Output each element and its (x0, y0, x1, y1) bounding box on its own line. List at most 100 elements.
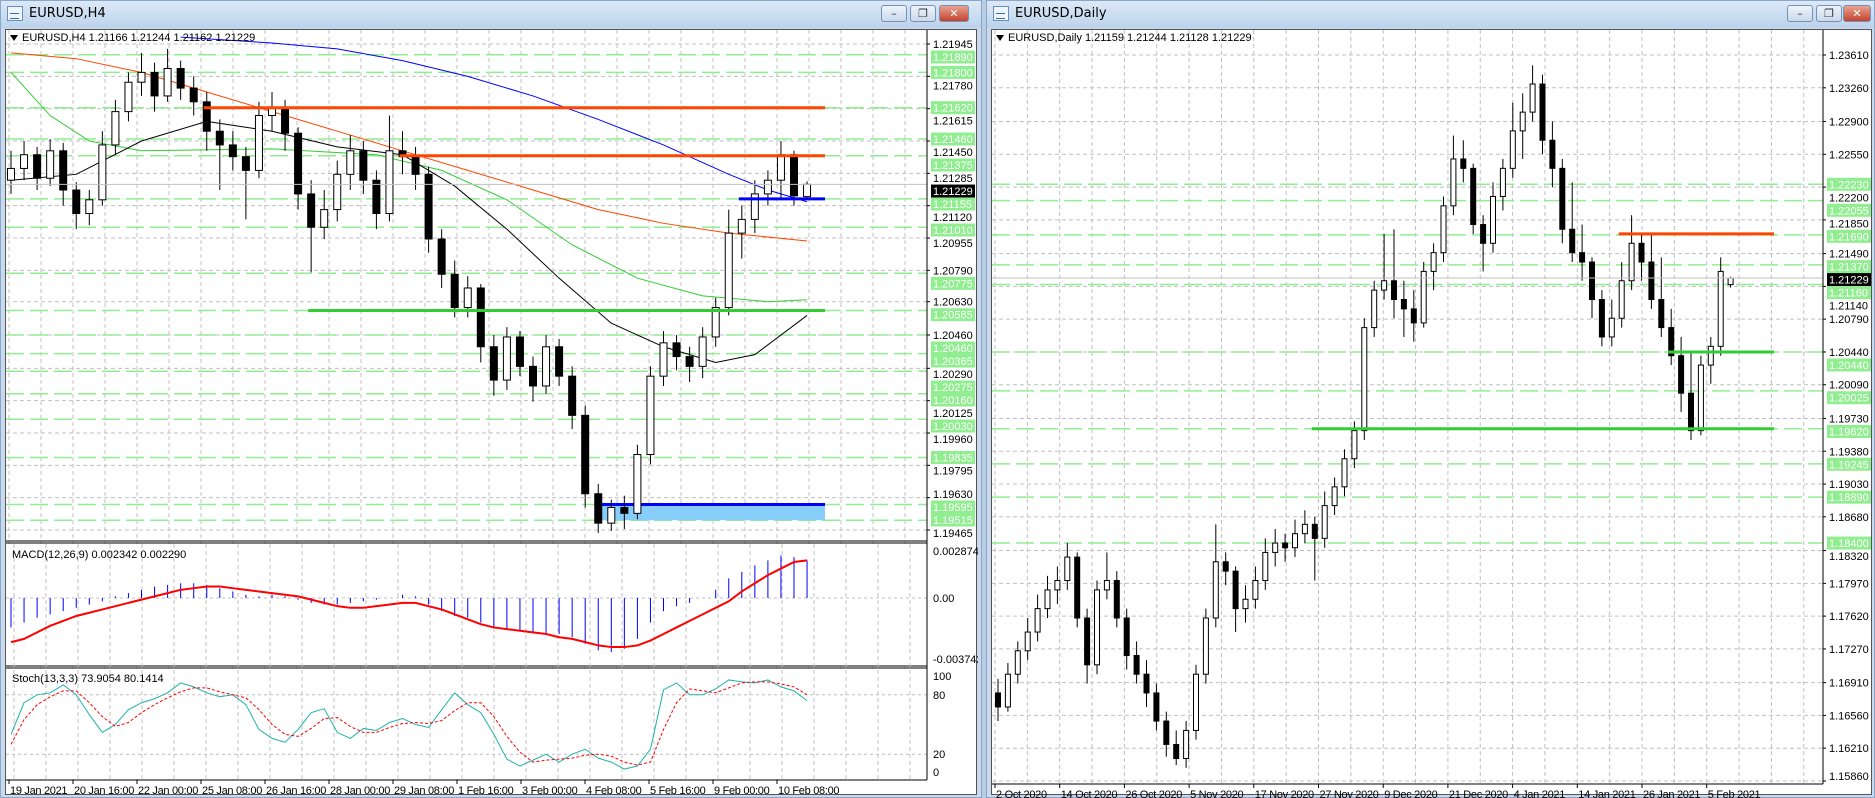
time-axis-label: 3 Feb 00:00 (522, 785, 578, 797)
level-price-label: 1.20025 (1829, 393, 1869, 405)
price-tick-label: 1.15860 (1829, 771, 1869, 783)
bullish-candle (1034, 608, 1041, 633)
bearish-candle (489, 346, 498, 381)
bearish-candle (359, 150, 368, 181)
stoch-axis-label: 20 (933, 749, 945, 761)
bearish-candle (307, 193, 316, 228)
bullish-candle (1608, 317, 1615, 338)
price-tick-label: 1.23610 (1829, 50, 1869, 62)
bullish-candle (737, 218, 746, 234)
bullish-candle (1301, 523, 1308, 535)
bearish-candle (1311, 523, 1318, 539)
bullish-candle (607, 506, 616, 524)
level-price-label-bg (1827, 260, 1871, 274)
restore-button[interactable]: ❐ (910, 5, 936, 22)
price-tick-label: 1.19960 (933, 434, 973, 446)
level-price-label-bg (931, 393, 975, 407)
bullish-candle (1361, 327, 1368, 432)
macd-axis-label: 0.00 (933, 593, 954, 605)
bearish-candle (1460, 158, 1467, 169)
level-price-label-bg (931, 380, 975, 394)
dropdown-triangle-icon[interactable] (996, 35, 1004, 42)
price-tick-label: 1.17620 (1829, 611, 1869, 623)
window-title-bar[interactable]: EURUSD,H4 – ❐ ✕ (1, 1, 981, 28)
bullish-candle (333, 173, 342, 211)
bullish-candle (1529, 83, 1536, 113)
level-price-label-bg (931, 354, 975, 368)
bearish-candle (1222, 561, 1229, 572)
bullish-candle (1272, 542, 1279, 553)
bearish-candle (1143, 673, 1150, 694)
level-price-label: 1.21160 (1829, 288, 1868, 300)
bullish-candle (1420, 270, 1427, 324)
bearish-candle (594, 493, 603, 524)
bearish-candle (59, 150, 68, 191)
bullish-candle (1103, 580, 1110, 591)
level-price-label: 1.21010 (933, 225, 973, 237)
current-price-label-bg (1827, 273, 1871, 287)
close-button[interactable]: ✕ (1843, 5, 1871, 22)
restore-button[interactable]: ❐ (1816, 5, 1842, 22)
chart-symbol-label: EURUSD,H4 1.21166 1.21244 1.21162 1.2122… (10, 32, 255, 44)
bullish-candle (111, 111, 120, 146)
chart-area[interactable]: 1.21945 1.21890 1.21800 1.21780 1.21620 1.216… (5, 29, 978, 798)
window-title-bar[interactable]: EURUSD,Daily – ❐ ✕ (987, 1, 1874, 28)
bullish-candle (1371, 289, 1378, 329)
price-tick-label: 1.17970 (1829, 578, 1869, 590)
bearish-candle (515, 336, 524, 367)
bearish-candle (294, 132, 303, 195)
price-tick-label: 1.20290 (933, 369, 973, 381)
bullish-candle (7, 167, 15, 181)
bullish-candle (1430, 252, 1437, 272)
bullish-candle (320, 209, 329, 228)
level-price-label-bg (931, 513, 975, 527)
time-axis-label: 22 Jan 00:00 (138, 785, 198, 797)
level-price-label-bg (931, 308, 975, 322)
bearish-candle (1084, 617, 1091, 666)
bearish-candle (995, 692, 1001, 708)
time-axis-label: 17 Nov 2020 (1255, 789, 1314, 798)
time-axis-label: 4 Jan 2021 (1514, 789, 1566, 798)
stoch-panel-bg (6, 669, 926, 779)
bullish-candle (1490, 195, 1496, 244)
level-price-label-bg (931, 65, 975, 79)
dropdown-triangle-icon[interactable] (10, 35, 18, 42)
time-axis-label: 21 Dec 2020 (1449, 789, 1508, 798)
bullish-candle (385, 150, 394, 215)
level-price-label-bg (1827, 391, 1871, 405)
level-price-label-bg (1827, 536, 1871, 550)
price-tick-label: 1.21450 (933, 147, 973, 159)
price-tick-label: 1.20955 (933, 238, 973, 250)
bearish-candle (1638, 242, 1645, 263)
time-axis-label: 26 Jan 2021 (1643, 789, 1700, 798)
chart-area[interactable]: 1.23610 1.23260 1.22900 1.22550 1.22230 1.222… (991, 29, 1873, 798)
bullish-candle (1341, 458, 1348, 488)
minimize-button[interactable]: – (881, 5, 907, 22)
macd-axis-label: 0.002874 (933, 546, 978, 558)
level-price-label: 1.22055 (1829, 205, 1869, 217)
close-button[interactable]: ✕ (939, 5, 969, 22)
ohlc-readout: EURUSD,Daily 1.21159 1.21244 1.21128 1.2… (1008, 32, 1252, 44)
level-price-label-bg (931, 276, 975, 290)
price-tick-label: 1.21140 (1829, 301, 1868, 313)
minimize-button[interactable]: – (1787, 5, 1813, 22)
time-axis-label: 5 Feb 16:00 (650, 785, 706, 797)
level-price-label-bg (1827, 177, 1871, 191)
bearish-candle (281, 107, 290, 134)
bullish-candle (1193, 673, 1199, 731)
price-tick-label: 1.18680 (1829, 512, 1869, 524)
chart-window-eurusd-daily: EURUSD,Daily – ❐ ✕ 1.23610 1.23260 1.22900… (986, 0, 1875, 798)
bearish-candle (437, 238, 446, 275)
daily-chart-canvas[interactable]: 1.23610 1.23260 1.22900 1.22550 1.222301.222… (992, 30, 1873, 798)
bearish-candle (620, 506, 629, 514)
bullish-candle (724, 232, 733, 309)
price-tick-label: 1.19795 (933, 465, 973, 477)
price-tick-label: 1.21850 (1829, 218, 1869, 230)
bearish-candle (529, 365, 537, 387)
chart-symbol-label: EURUSD,Daily 1.21159 1.21244 1.21128 1.2… (996, 32, 1252, 44)
bearish-candle (1173, 743, 1180, 760)
price-tick-label: 1.21945 (933, 39, 973, 51)
stoch-axis-label: 80 (933, 690, 945, 702)
macd-axis-label: -0.003742 (933, 654, 978, 666)
